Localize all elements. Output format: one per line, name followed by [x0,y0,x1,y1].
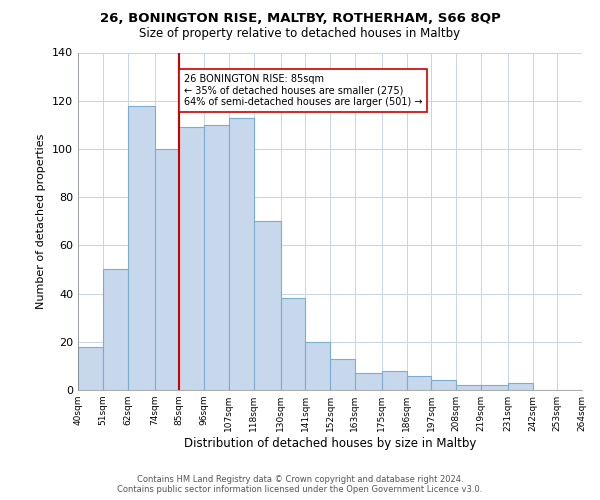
Y-axis label: Number of detached properties: Number of detached properties [37,134,46,309]
Text: Size of property relative to detached houses in Maltby: Size of property relative to detached ho… [139,28,461,40]
Bar [78,346,103,390]
Bar [204,125,229,390]
Bar [103,270,128,390]
Bar [431,380,456,390]
Bar [481,385,508,390]
Bar [382,370,407,390]
Text: 26 BONINGTON RISE: 85sqm
← 35% of detached houses are smaller (275)
64% of semi-: 26 BONINGTON RISE: 85sqm ← 35% of detach… [184,74,422,108]
Text: 26, BONINGTON RISE, MALTBY, ROTHERHAM, S66 8QP: 26, BONINGTON RISE, MALTBY, ROTHERHAM, S… [100,12,500,26]
X-axis label: Distribution of detached houses by size in Maltby: Distribution of detached houses by size … [184,437,476,450]
Bar [456,385,481,390]
Bar [128,106,155,390]
Bar [305,342,330,390]
Bar [355,373,382,390]
Bar [179,127,204,390]
Bar [155,149,179,390]
Bar [330,358,355,390]
Bar [229,118,254,390]
Bar [508,383,533,390]
Bar [281,298,305,390]
Bar [407,376,431,390]
Bar [254,221,281,390]
Text: Contains HM Land Registry data © Crown copyright and database right 2024.
Contai: Contains HM Land Registry data © Crown c… [118,474,482,494]
